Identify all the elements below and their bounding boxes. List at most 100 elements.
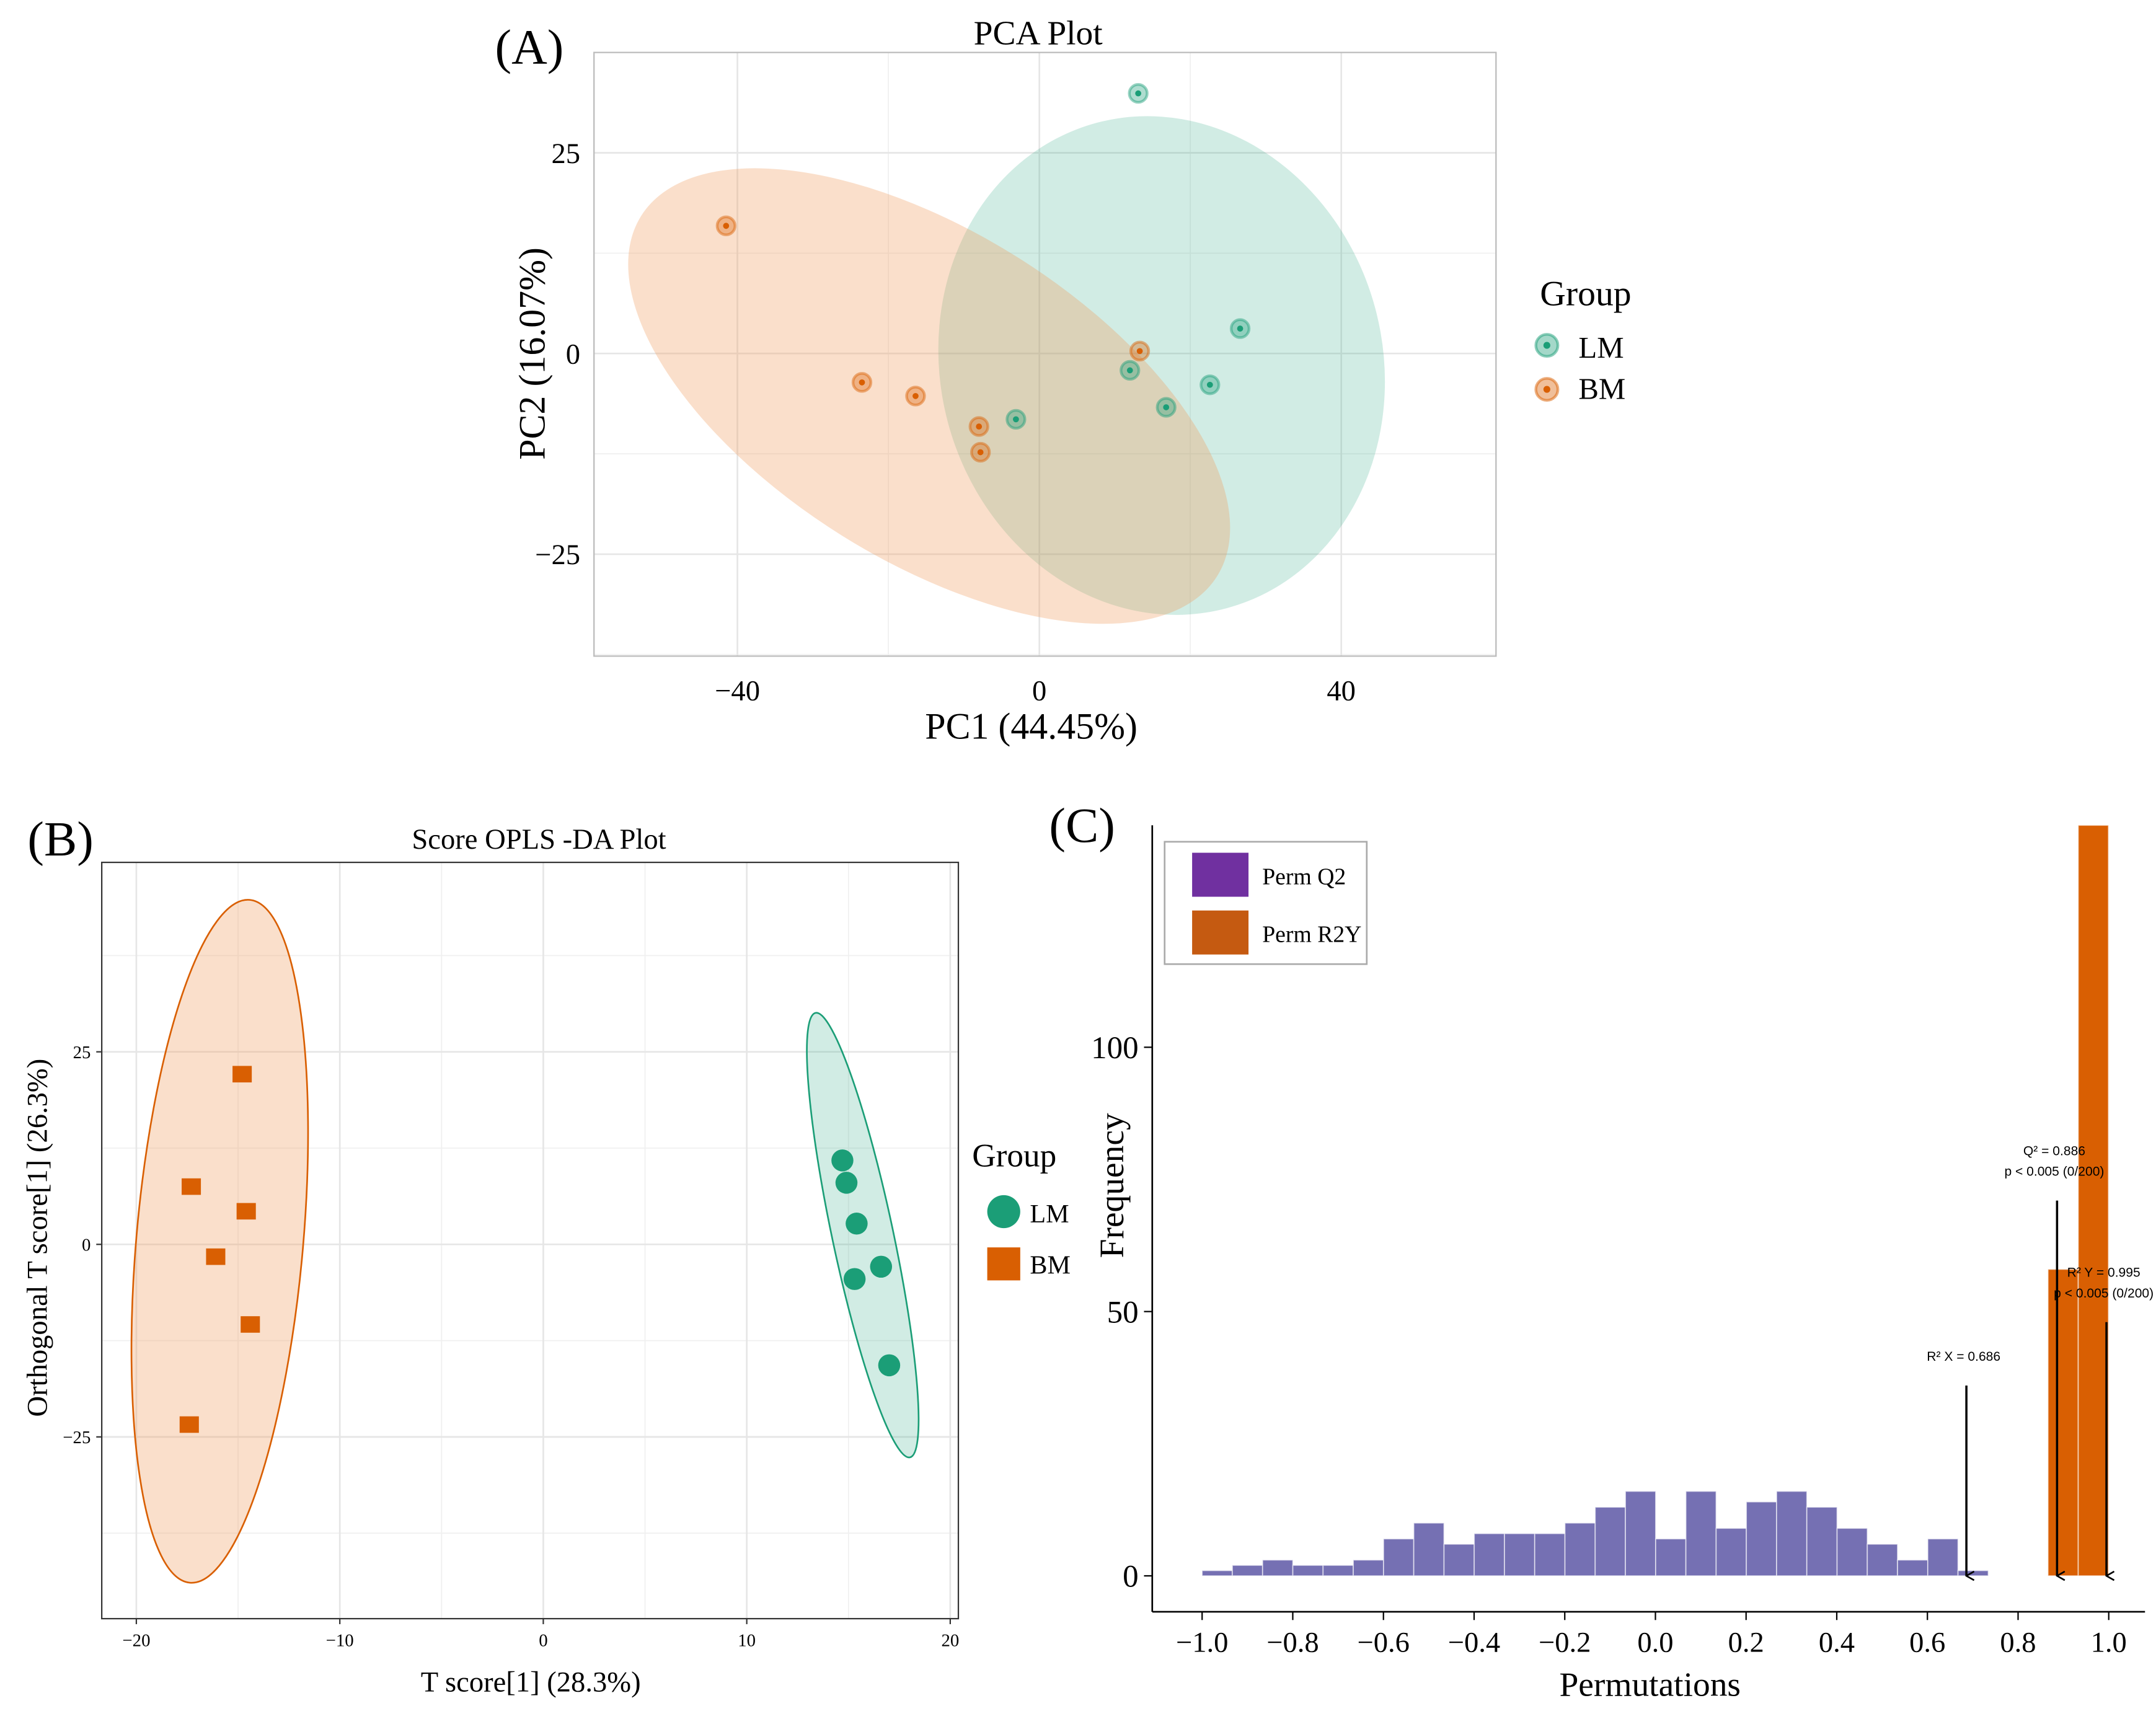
data-point-bm <box>182 1178 201 1195</box>
data-point-bm <box>179 1416 199 1433</box>
panel-label-b: (B) <box>27 812 93 867</box>
legend-perm-q2-swatch <box>1192 852 1249 897</box>
legend-bm-marker-b <box>987 1247 1020 1281</box>
data-point-center-lm <box>1163 404 1170 410</box>
y-tick-label: 0 <box>82 1235 91 1255</box>
y-tick-label: 25 <box>73 1043 91 1063</box>
data-point-center-bm <box>859 379 865 386</box>
x-tick-label: 10 <box>738 1630 756 1650</box>
histogram-bar-perm-q2 <box>1927 1538 1959 1576</box>
y-tick-label: −25 <box>63 1428 91 1448</box>
data-point-lm <box>846 1212 868 1235</box>
x-axis-label-a: PC1 (44.45%) <box>925 705 1138 746</box>
annotation-text: Q² = 0.886 <box>2023 1144 2085 1158</box>
x-tick-label: −20 <box>122 1630 150 1650</box>
histogram-bar-perm-q2 <box>1473 1532 1505 1576</box>
histogram-bar-perm-q2 <box>1201 1570 1233 1576</box>
data-point-center-lm <box>1126 367 1133 374</box>
legend-lm-marker-b <box>987 1195 1020 1229</box>
x-axis-label-b: T score[1] (28.3%) <box>421 1666 641 1699</box>
x-tick-label: 1.0 <box>2091 1626 2127 1658</box>
y-tick-label: 100 <box>1091 1031 1139 1066</box>
legend-title-a: Group <box>1540 275 1631 314</box>
data-point-lm <box>870 1255 893 1278</box>
y-axis-label-b: Orthogonal T score[1] (26.3%) <box>21 1059 53 1417</box>
histogram-bar-perm-q2 <box>1715 1528 1747 1576</box>
legend-b: Group LM BM <box>972 1137 1071 1281</box>
legend-title-b: Group <box>972 1137 1056 1174</box>
histogram-bar-perm-q2 <box>1564 1522 1596 1576</box>
histogram-bar-perm-q2 <box>1504 1532 1535 1576</box>
x-axis-label-c: Permutations <box>1559 1665 1741 1703</box>
histogram-bar-perm-q2 <box>1655 1538 1687 1576</box>
histogram-bar-perm-q2 <box>1413 1522 1445 1576</box>
histogram-bar-perm-q2 <box>1836 1528 1868 1576</box>
plot-border-b <box>101 861 960 1620</box>
x-tick-label: 0 <box>539 1630 547 1650</box>
data-point-bm <box>236 1203 256 1220</box>
histogram-bar-perm-q2 <box>1261 1559 1294 1576</box>
data-point-lm <box>878 1354 901 1377</box>
legend-bm-label-b: BM <box>1030 1250 1071 1280</box>
x-tick-label: 20 <box>941 1630 959 1650</box>
confidence-ellipse-bm <box>628 168 1230 624</box>
histogram-bar-perm-q2 <box>1625 1490 1656 1576</box>
data-point-center-bm <box>976 423 983 430</box>
data-point-bm <box>232 1066 252 1083</box>
histogram-bar-perm-q2 <box>1232 1565 1263 1576</box>
annotation-text: p < 0.005 (0/200) <box>2054 1286 2154 1301</box>
x-tick-label: 0.4 <box>1819 1626 1855 1658</box>
histogram-bar-perm-q2 <box>1382 1538 1415 1576</box>
data-point-lm <box>843 1268 866 1290</box>
histogram-bar-perm-q2 <box>1534 1532 1566 1576</box>
legend-lm-label-b: LM <box>1030 1200 1069 1229</box>
histogram-bar-perm-r2y <box>2077 825 2110 1576</box>
legend-lm-dot-a <box>1543 342 1550 349</box>
x-tick-label: 0.6 <box>1909 1626 1945 1658</box>
data-point-lm <box>831 1149 854 1172</box>
data-point-bm <box>206 1248 226 1265</box>
histogram-bar-perm-q2 <box>1897 1559 1928 1576</box>
panel-a-pca-plot: (A) PCA Plot −40 0 40 −25 0 25 PC1 (44.45%) P… <box>495 14 1632 746</box>
x-tick-label: −40 <box>715 674 760 707</box>
x-tick-label: −0.4 <box>1448 1626 1501 1658</box>
chart-title-b: Score OPLS -DA Plot <box>412 823 666 855</box>
y-tick-label: 0 <box>1123 1560 1139 1594</box>
histogram-bar-perm-q2 <box>1685 1490 1717 1576</box>
panel-label-a: (A) <box>495 20 564 74</box>
y-axis-label-a: PC2 (16.07%) <box>511 247 552 460</box>
x-tick-label: −10 <box>326 1630 354 1650</box>
data-point-center-lm <box>1237 325 1244 332</box>
y-tick-label: 50 <box>1107 1295 1139 1330</box>
y-tick-label: 25 <box>551 138 580 170</box>
panel-label-c: (C) <box>1049 798 1115 853</box>
legend-perm-q2-label: Perm Q2 <box>1262 864 1346 890</box>
y-tick-label: 0 <box>566 338 580 371</box>
confidence-ellipse-bm <box>130 899 309 1584</box>
y-tick-label: −25 <box>535 539 580 571</box>
legend-lm-label-a: LM <box>1578 331 1624 365</box>
histogram-bar-perm-q2 <box>1776 1490 1808 1576</box>
panel-c-permutation-histogram: (C) R² X = 0.686 Q² = 0.886 p < 0.005 (0/2… <box>1049 798 2154 1703</box>
x-tick-label: −0.8 <box>1266 1626 1319 1658</box>
annotation-text: R² Y = 0.995 <box>2067 1266 2141 1280</box>
chart-title-a: PCA Plot <box>974 14 1103 51</box>
plot-border-a <box>593 51 1497 657</box>
x-tick-label: 0.2 <box>1728 1626 1764 1658</box>
legend-c: Perm Q2 Perm R2Y <box>1164 841 1368 965</box>
histogram-bar-perm-q2 <box>1746 1501 1777 1576</box>
confidence-ellipse-lm <box>806 1012 920 1459</box>
x-tick-label: 0.8 <box>2000 1626 2036 1658</box>
legend-perm-r2y-swatch <box>1192 910 1249 955</box>
histogram-bar-perm-q2 <box>1443 1543 1475 1576</box>
panel-b-opls-da-plot: (B) Score OPLS -DA Plot −20 −10 0 10 20 −25 0 2… <box>21 812 1071 1699</box>
histogram-bar-perm-q2 <box>1806 1506 1838 1576</box>
histogram-bar-perm-q2 <box>1594 1506 1626 1576</box>
data-point-center-bm <box>912 392 919 399</box>
x-tick-label: 0 <box>1032 674 1046 707</box>
x-tick-label: −0.6 <box>1357 1626 1410 1658</box>
x-tick-label: −0.2 <box>1539 1626 1591 1658</box>
histogram-bar-perm-q2 <box>1867 1543 1898 1576</box>
histogram-bar-perm-q2 <box>1957 1570 1989 1576</box>
